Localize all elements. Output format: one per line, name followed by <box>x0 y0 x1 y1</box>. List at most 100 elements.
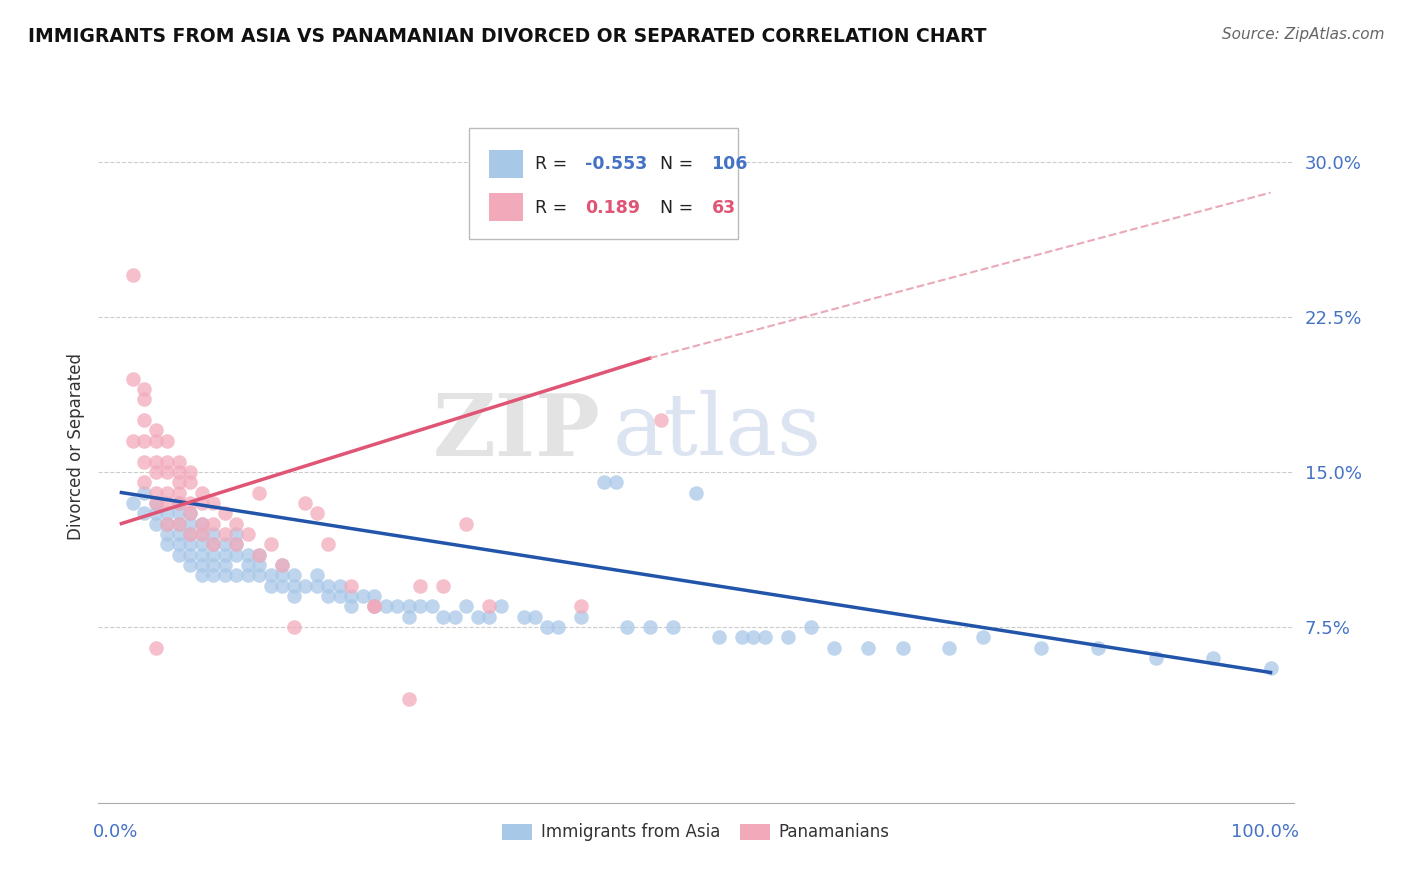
Point <box>145 454 167 468</box>
Text: -0.553: -0.553 <box>585 155 647 173</box>
Point <box>316 537 339 551</box>
Point <box>156 527 179 541</box>
Point <box>456 516 478 531</box>
Point <box>247 548 270 562</box>
Point <box>858 640 880 655</box>
Point <box>432 579 454 593</box>
Point <box>478 609 501 624</box>
Point <box>374 599 396 614</box>
Point <box>593 475 616 490</box>
Point <box>145 516 167 531</box>
Point <box>145 496 167 510</box>
Point <box>247 548 270 562</box>
Text: R =: R = <box>534 200 567 218</box>
Point <box>179 527 201 541</box>
Point <box>616 620 638 634</box>
Point <box>363 589 385 603</box>
Point <box>179 548 201 562</box>
Text: N =: N = <box>661 200 693 218</box>
Point <box>202 527 225 541</box>
Point <box>179 465 201 479</box>
Point <box>156 516 179 531</box>
Point <box>134 454 156 468</box>
Point <box>685 485 707 500</box>
Text: 100.0%: 100.0% <box>1232 822 1299 841</box>
Point <box>271 558 294 572</box>
Point <box>145 434 167 448</box>
Point <box>363 599 385 614</box>
Point <box>409 579 432 593</box>
Point <box>156 465 179 479</box>
Point <box>167 454 190 468</box>
Point <box>731 630 754 644</box>
Point <box>179 537 201 551</box>
Point <box>191 516 214 531</box>
Point <box>456 599 478 614</box>
Point <box>156 506 179 520</box>
Point <box>122 434 145 448</box>
Point <box>1202 651 1225 665</box>
Point <box>236 527 259 541</box>
Point <box>179 506 201 520</box>
Point <box>214 558 236 572</box>
Text: R =: R = <box>534 155 567 173</box>
Point <box>316 579 339 593</box>
Point <box>202 568 225 582</box>
Point <box>167 496 190 510</box>
Point <box>271 579 294 593</box>
Point <box>202 496 225 510</box>
Text: IMMIGRANTS FROM ASIA VS PANAMANIAN DIVORCED OR SEPARATED CORRELATION CHART: IMMIGRANTS FROM ASIA VS PANAMANIAN DIVOR… <box>28 27 987 45</box>
Point <box>134 475 156 490</box>
Point <box>432 609 454 624</box>
Text: N =: N = <box>661 155 693 173</box>
Point <box>1087 640 1109 655</box>
Point <box>236 548 259 562</box>
Point <box>305 568 328 582</box>
Point <box>260 579 283 593</box>
Point <box>202 516 225 531</box>
Point <box>489 599 512 614</box>
Point <box>214 506 236 520</box>
Point <box>271 558 294 572</box>
Point <box>214 548 236 562</box>
Point <box>305 579 328 593</box>
Point <box>167 537 190 551</box>
Text: 106: 106 <box>711 155 748 173</box>
Point <box>398 609 420 624</box>
Legend: Immigrants from Asia, Panamanians: Immigrants from Asia, Panamanians <box>496 817 896 848</box>
Point <box>340 589 363 603</box>
Point <box>1029 640 1052 655</box>
Point <box>524 609 547 624</box>
Point <box>191 496 214 510</box>
Point <box>145 485 167 500</box>
Point <box>167 506 190 520</box>
Point <box>800 620 823 634</box>
Point <box>247 568 270 582</box>
Text: 63: 63 <box>711 200 735 218</box>
Text: 0.0%: 0.0% <box>93 822 138 841</box>
Point <box>225 568 247 582</box>
Point <box>167 548 190 562</box>
Point <box>167 516 190 531</box>
Point <box>167 475 190 490</box>
Point <box>754 630 776 644</box>
FancyBboxPatch shape <box>489 193 523 221</box>
Point <box>283 579 305 593</box>
Point <box>191 527 214 541</box>
Point <box>167 485 190 500</box>
Point <box>352 589 374 603</box>
Point <box>409 599 432 614</box>
Point <box>512 609 534 624</box>
FancyBboxPatch shape <box>470 128 738 239</box>
Point <box>167 527 190 541</box>
Point <box>145 424 167 438</box>
Point <box>145 640 167 655</box>
Point <box>191 568 214 582</box>
Point <box>145 506 167 520</box>
Point <box>547 620 569 634</box>
Point <box>156 496 179 510</box>
Point <box>776 630 799 644</box>
Point <box>236 568 259 582</box>
Point <box>179 558 201 572</box>
Point <box>260 568 283 582</box>
